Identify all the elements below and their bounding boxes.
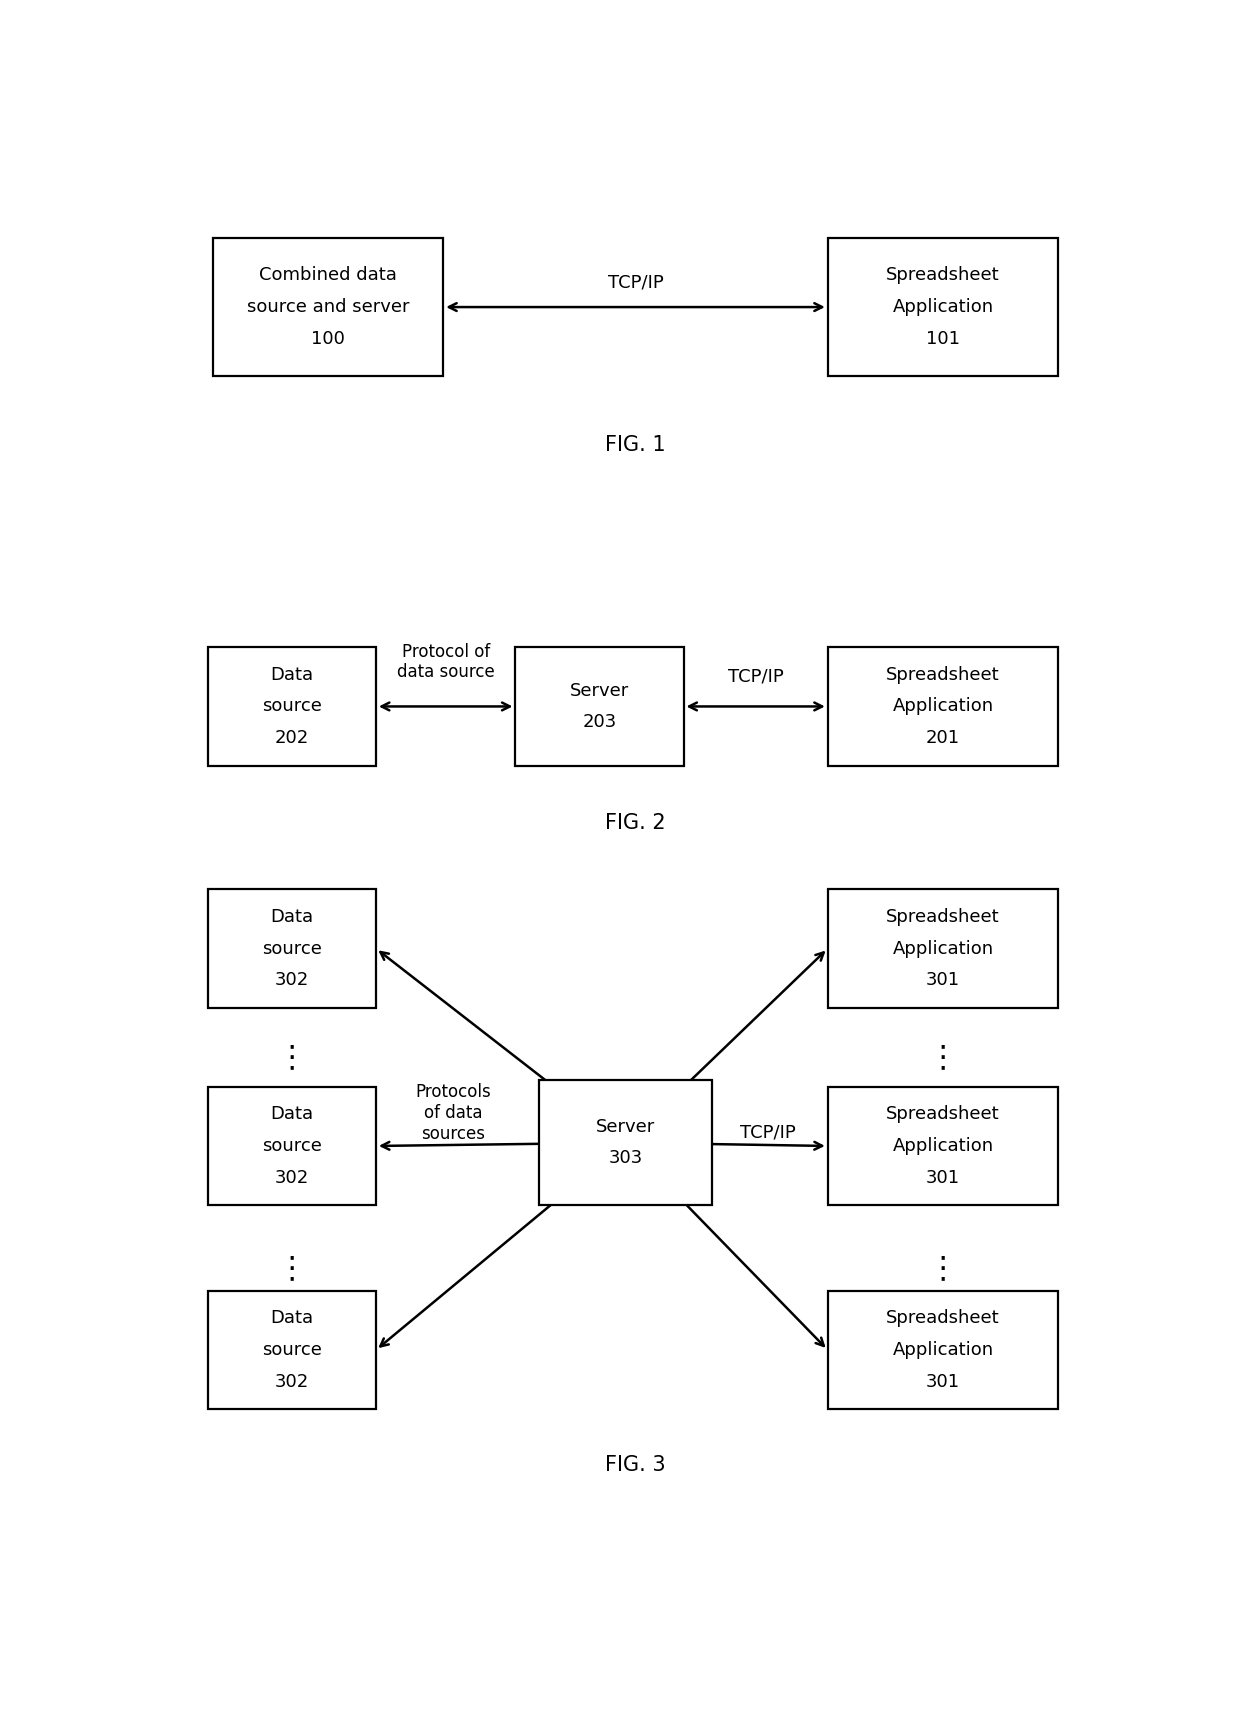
Text: Combined data: Combined data xyxy=(259,267,397,284)
Text: Data: Data xyxy=(270,667,314,684)
FancyBboxPatch shape xyxy=(828,648,1058,766)
Text: source: source xyxy=(262,940,322,957)
Text: 203: 203 xyxy=(583,713,616,731)
Text: source: source xyxy=(262,1136,322,1155)
Text: Server: Server xyxy=(596,1118,656,1136)
Text: ⋮: ⋮ xyxy=(277,1254,306,1283)
Text: FIG. 1: FIG. 1 xyxy=(605,436,666,455)
FancyBboxPatch shape xyxy=(828,889,1058,1008)
Text: Spreadsheet: Spreadsheet xyxy=(887,267,999,284)
Text: Application: Application xyxy=(893,1136,993,1155)
Text: 100: 100 xyxy=(311,330,345,347)
FancyBboxPatch shape xyxy=(828,1087,1058,1205)
FancyBboxPatch shape xyxy=(828,1290,1058,1410)
FancyBboxPatch shape xyxy=(828,238,1058,376)
Text: 202: 202 xyxy=(275,730,309,747)
Text: Spreadsheet: Spreadsheet xyxy=(887,1106,999,1123)
Text: ⋮: ⋮ xyxy=(277,1042,306,1072)
Text: ⋮: ⋮ xyxy=(928,1254,959,1283)
Text: 201: 201 xyxy=(926,730,960,747)
Text: source and server: source and server xyxy=(247,297,409,316)
Text: source: source xyxy=(262,1342,322,1359)
Text: 101: 101 xyxy=(926,330,960,347)
Text: FIG. 3: FIG. 3 xyxy=(605,1454,666,1475)
Text: Protocols
of data
sources: Protocols of data sources xyxy=(415,1084,491,1143)
Text: 301: 301 xyxy=(926,1372,960,1391)
Text: Spreadsheet: Spreadsheet xyxy=(887,907,999,926)
Text: Server: Server xyxy=(570,682,629,699)
Text: Spreadsheet: Spreadsheet xyxy=(887,1309,999,1328)
FancyBboxPatch shape xyxy=(208,1087,376,1205)
Text: FIG. 2: FIG. 2 xyxy=(605,813,666,832)
Text: source: source xyxy=(262,697,322,716)
Text: Data: Data xyxy=(270,1106,314,1123)
Text: 302: 302 xyxy=(275,971,309,990)
Text: Application: Application xyxy=(893,697,993,716)
Text: Protocol of
data source: Protocol of data source xyxy=(397,643,495,682)
Text: 301: 301 xyxy=(926,971,960,990)
FancyBboxPatch shape xyxy=(208,1290,376,1410)
Text: Application: Application xyxy=(893,940,993,957)
FancyBboxPatch shape xyxy=(516,648,683,766)
Text: Data: Data xyxy=(270,907,314,926)
Text: Application: Application xyxy=(893,297,993,316)
Text: 302: 302 xyxy=(275,1169,309,1186)
Text: 302: 302 xyxy=(275,1372,309,1391)
Text: TCP/IP: TCP/IP xyxy=(740,1125,796,1142)
Text: ⋮: ⋮ xyxy=(928,1042,959,1072)
Text: Data: Data xyxy=(270,1309,314,1328)
Text: 303: 303 xyxy=(609,1150,644,1167)
FancyBboxPatch shape xyxy=(213,238,444,376)
Text: TCP/IP: TCP/IP xyxy=(608,273,663,291)
FancyBboxPatch shape xyxy=(208,648,376,766)
FancyBboxPatch shape xyxy=(208,889,376,1008)
FancyBboxPatch shape xyxy=(539,1080,713,1205)
Text: Spreadsheet: Spreadsheet xyxy=(887,667,999,684)
Text: Application: Application xyxy=(893,1342,993,1359)
Text: 301: 301 xyxy=(926,1169,960,1186)
Text: TCP/IP: TCP/IP xyxy=(728,668,784,685)
